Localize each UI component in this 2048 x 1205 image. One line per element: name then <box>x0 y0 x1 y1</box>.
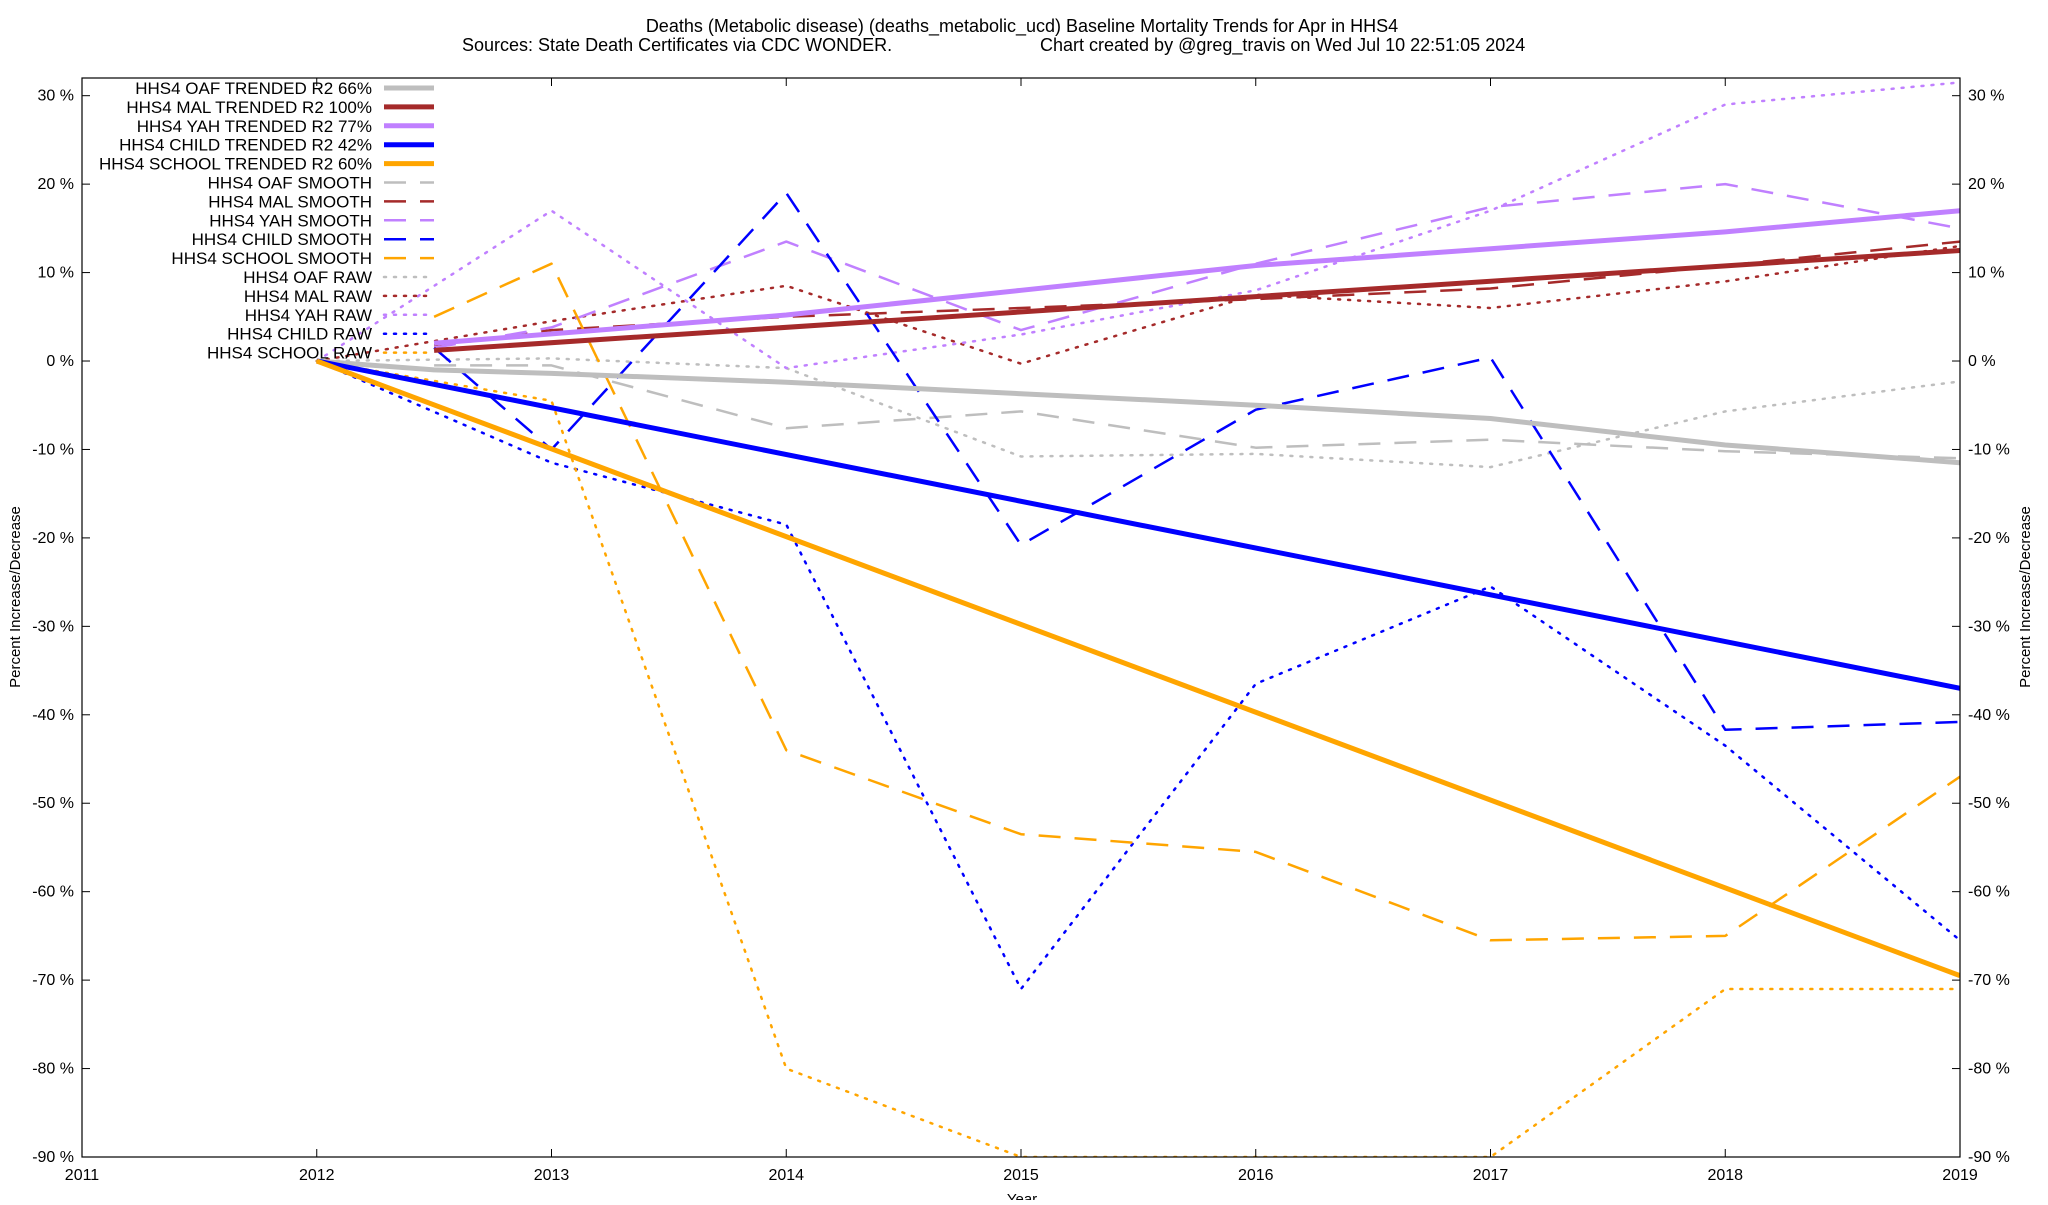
y-tick-label-left: 10 % <box>38 265 74 282</box>
legend-label-hhs4-mal-raw: HHS4 MAL RAW <box>244 287 372 306</box>
legend-label-hhs4-school-smooth: HHS4 SCHOOL SMOOTH <box>171 249 372 268</box>
series-line-hhs4-oaf-raw <box>315 357 1960 469</box>
y-tick-label-right: -80 % <box>1968 1061 2010 1078</box>
x-tick-label: 2011 <box>65 1167 100 1184</box>
series-line-hhs4-yah-trended-r2-77 <box>433 208 1960 346</box>
x-tick-label: 2019 <box>1942 1167 1978 1184</box>
legend-label-hhs4-yah-trended-r2-77: HHS4 YAH TRENDED R2 77% <box>137 117 372 136</box>
legend-label-hhs4-child-trended-r2-42: HHS4 CHILD TRENDED R2 42% <box>119 136 372 155</box>
y-tick-label-left: -80 % <box>32 1061 74 1078</box>
series-line-hhs4-school-trended-r2-60 <box>315 358 1960 979</box>
y-tick-label-right: 30 % <box>1968 88 2004 105</box>
y-tick-label-right: 20 % <box>1968 176 2004 193</box>
y-tick-label-right: -90 % <box>1968 1149 2010 1166</box>
x-tick-label: 2012 <box>299 1167 335 1184</box>
y-tick-label-left: 0 % <box>46 353 74 370</box>
y-tick-label-right: 0 % <box>1968 353 1996 370</box>
chart-title-credit: Chart created by @greg_travis on Wed Jul… <box>1040 35 1525 56</box>
series-line-hhs4-yah-smooth <box>433 182 1960 350</box>
y-tick-label-right: -40 % <box>1968 707 2010 724</box>
y-tick-label-left: -60 % <box>32 884 74 901</box>
series-group <box>315 81 1960 1157</box>
legend: HHS4 OAF TRENDED R2 66%HHS4 MAL TRENDED … <box>99 79 436 363</box>
y-tick-label-right: -50 % <box>1968 795 2010 812</box>
y-tick-label-left: -10 % <box>32 441 74 458</box>
y-tick-label-right: 10 % <box>1968 265 2004 282</box>
x-tick-label: 2015 <box>1003 1167 1039 1184</box>
axes-group: 2011 2012 2013 2014 2015 2016 2017 2018 2019 30 %… <box>32 77 2010 1184</box>
legend-label-hhs4-oaf-raw: HHS4 OAF RAW <box>243 268 372 287</box>
series-line-hhs4-child-trended-r2-42 <box>316 358 1960 691</box>
y-axis-label-left: Percent Increase/Decrease <box>7 506 24 688</box>
series-line-hhs4-mal-trended-r2-100 <box>433 248 1960 353</box>
legend-label-hhs4-yah-smooth: HHS4 YAH SMOOTH <box>209 211 372 230</box>
y-tick-label-right: -10 % <box>1968 441 2010 458</box>
y-tick-label-left: -50 % <box>32 795 74 812</box>
x-tick-label: 2017 <box>1473 1167 1509 1184</box>
legend-label-hhs4-school-trended-r2-60: HHS4 SCHOOL TRENDED R2 60% <box>99 155 372 174</box>
legend-label-hhs4-oaf-trended-r2-66: HHS4 OAF TRENDED R2 66% <box>135 79 372 98</box>
legend-label-hhs4-child-raw: HHS4 CHILD RAW <box>227 325 372 344</box>
y-tick-label-left: -90 % <box>32 1149 74 1166</box>
legend-label-hhs4-mal-smooth: HHS4 MAL SMOOTH <box>208 192 372 211</box>
x-tick-label: 2018 <box>1707 1167 1743 1184</box>
x-tick-label: 2013 <box>534 1167 570 1184</box>
x-axis-label: Year <box>1007 1191 1037 1200</box>
legend-label-hhs4-oaf-smooth: HHS4 OAF SMOOTH <box>208 174 372 193</box>
y-tick-label-left: 30 % <box>38 88 74 105</box>
x-tick-label: 2016 <box>1238 1167 1274 1184</box>
y-tick-label-left: 20 % <box>38 176 74 193</box>
y-tick-label-right: -60 % <box>1968 884 2010 901</box>
legend-label-hhs4-school-raw: HHS4 SCHOOL RAW <box>207 344 372 363</box>
legend-label-hhs4-mal-trended-r2-100: HHS4 MAL TRENDED R2 100% <box>126 98 372 117</box>
x-tick-label: 2014 <box>768 1167 804 1184</box>
series-line-hhs4-oaf-trended-r2-66 <box>316 358 1960 466</box>
y-tick-label-right: -30 % <box>1968 618 2010 635</box>
series-line-hhs4-school-smooth <box>433 262 1960 942</box>
y-tick-label-left: -70 % <box>32 972 74 989</box>
chart-title-sources: Sources: State Death Certificates via CD… <box>462 35 892 55</box>
series-line-hhs4-mal-raw <box>315 244 1960 365</box>
y-tick-label-left: -30 % <box>32 618 74 635</box>
legend-label-hhs4-yah-raw: HHS4 YAH RAW <box>245 306 372 325</box>
y-tick-label-left: -40 % <box>32 707 74 724</box>
series-line-hhs4-child-smooth <box>433 191 1960 732</box>
y-tick-label-right: -20 % <box>1968 530 2010 547</box>
y-tick-label-right: -70 % <box>1968 972 2010 989</box>
series-line-hhs4-child-raw <box>315 359 1960 991</box>
chart-title-line1: Deaths (Metabolic disease) (deaths_metab… <box>646 16 1398 37</box>
legend-label-hhs4-child-smooth: HHS4 CHILD SMOOTH <box>192 230 372 249</box>
y-tick-label-left: -20 % <box>32 530 74 547</box>
series-line-hhs4-yah-raw <box>315 81 1960 370</box>
y-axis-label-right: Percent Increase/Decrease <box>2017 506 2034 688</box>
